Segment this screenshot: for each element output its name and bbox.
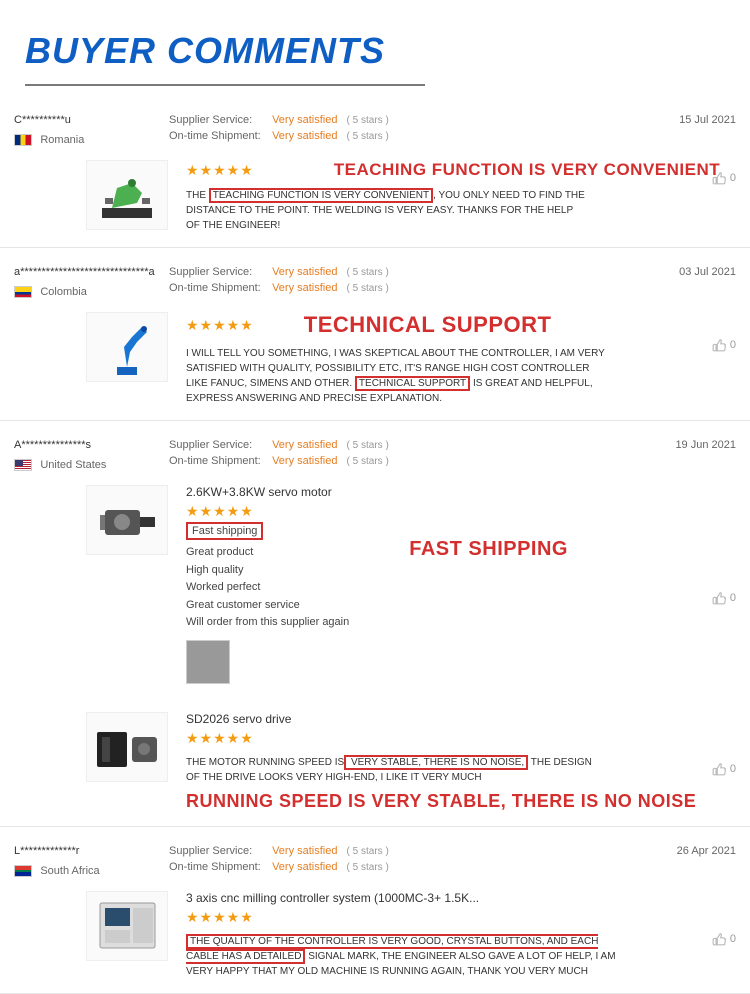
boxed-line: Fast shipping bbox=[186, 522, 263, 540]
review-item: 19 Jun 2021 A***************s United Sta… bbox=[0, 421, 750, 827]
star-rating: ★★★★★ bbox=[186, 503, 736, 520]
flag-icon bbox=[14, 459, 32, 471]
like-count: 0 bbox=[730, 339, 736, 351]
product-image bbox=[86, 712, 168, 782]
username: L*************r bbox=[14, 845, 169, 857]
highlight-text: TECHNICAL SUPPORT bbox=[304, 312, 552, 338]
product-title: 3 axis cnc milling controller system (10… bbox=[186, 891, 736, 905]
review-thumbnail[interactable] bbox=[186, 640, 230, 684]
product-title: 2.6KW+3.8KW servo motor bbox=[186, 485, 736, 499]
ontime-shipment-rating: On-time Shipment: Very satisfied ( 5 sta… bbox=[169, 130, 736, 142]
ontime-shipment-rating: On-time Shipment: Very satisfied ( 5 sta… bbox=[169, 455, 736, 467]
country-name: Romania bbox=[40, 134, 84, 146]
review-text: I WILL TELL YOU SOMETHING, I WAS SKEPTIC… bbox=[186, 346, 606, 406]
like-button[interactable]: 0 bbox=[712, 762, 736, 776]
review-date: 19 Jun 2021 bbox=[675, 439, 736, 451]
header-underline bbox=[25, 84, 425, 86]
country-name: South Africa bbox=[40, 865, 99, 877]
review-bullets: Great productHigh qualityWorked perfectG… bbox=[186, 544, 349, 632]
highlight-text: TEACHING FUNCTION IS VERY CONVENIENT bbox=[334, 160, 720, 180]
like-count: 0 bbox=[730, 172, 736, 184]
review-item: 26 Apr 2021 L*************r South Africa… bbox=[0, 827, 750, 994]
page-header: BUYER COMMENTS bbox=[0, 0, 750, 96]
username: a******************************a bbox=[14, 266, 169, 278]
review-text: THE TEACHING FUNCTION IS VERY CONVENIENT… bbox=[186, 188, 586, 233]
star-rating: ★★★★★ bbox=[186, 730, 736, 747]
star-rating: ★★★★★ bbox=[186, 162, 254, 179]
flag-icon bbox=[14, 286, 32, 298]
product-image bbox=[86, 485, 168, 555]
star-rating: ★★★★★ bbox=[186, 909, 736, 926]
username: A***************s bbox=[14, 439, 169, 451]
review-date: 15 Jul 2021 bbox=[679, 114, 736, 126]
product-image bbox=[86, 891, 168, 961]
ontime-shipment-rating: On-time Shipment: Very satisfied ( 5 sta… bbox=[169, 282, 736, 294]
like-button[interactable]: 0 bbox=[712, 591, 736, 605]
review-date: 03 Jul 2021 bbox=[679, 266, 736, 278]
country-name: Colombia bbox=[40, 286, 86, 298]
star-rating: ★★★★★ bbox=[186, 317, 254, 334]
highlight-text: FAST SHIPPING bbox=[409, 538, 568, 561]
review-item: 03 Jul 2021 a***************************… bbox=[0, 248, 750, 421]
supplier-service-rating: Supplier Service: Very satisfied ( 5 sta… bbox=[169, 114, 736, 126]
review-text: THE QUALITY OF THE CONTROLLER IS VERY GO… bbox=[186, 934, 626, 979]
sub-review: SD2026 servo drive ★★★★★ THE MOTOR RUNNI… bbox=[14, 712, 736, 812]
flag-icon bbox=[14, 865, 32, 877]
header-title: BUYER COMMENTS bbox=[25, 30, 735, 72]
like-button[interactable]: 0 bbox=[712, 932, 736, 946]
review-item: 15 Jul 2021 C**********u Romania Supplie… bbox=[0, 96, 750, 248]
supplier-service-rating: Supplier Service: Very satisfied ( 5 sta… bbox=[169, 439, 736, 451]
username: C**********u bbox=[14, 114, 169, 126]
review-date: 26 Apr 2021 bbox=[677, 845, 736, 857]
like-count: 0 bbox=[730, 763, 736, 775]
flag-icon bbox=[14, 134, 32, 146]
like-button[interactable]: 0 bbox=[712, 338, 736, 352]
country-name: United States bbox=[40, 459, 106, 471]
like-count: 0 bbox=[730, 933, 736, 945]
product-image bbox=[86, 160, 168, 230]
ontime-shipment-rating: On-time Shipment: Very satisfied ( 5 sta… bbox=[169, 861, 736, 873]
product-title: SD2026 servo drive bbox=[186, 712, 736, 726]
like-button[interactable]: 0 bbox=[712, 171, 736, 185]
highlight-text: RUNNING SPEED IS VERY STABLE, THERE IS N… bbox=[186, 791, 736, 812]
supplier-service-rating: Supplier Service: Very satisfied ( 5 sta… bbox=[169, 845, 736, 857]
reviews-list: 15 Jul 2021 C**********u Romania Supplie… bbox=[0, 96, 750, 994]
like-count: 0 bbox=[730, 592, 736, 604]
review-text: THE MOTOR RUNNING SPEED IS VERY STABLE, … bbox=[186, 755, 606, 785]
supplier-service-rating: Supplier Service: Very satisfied ( 5 sta… bbox=[169, 266, 736, 278]
product-image bbox=[86, 312, 168, 382]
